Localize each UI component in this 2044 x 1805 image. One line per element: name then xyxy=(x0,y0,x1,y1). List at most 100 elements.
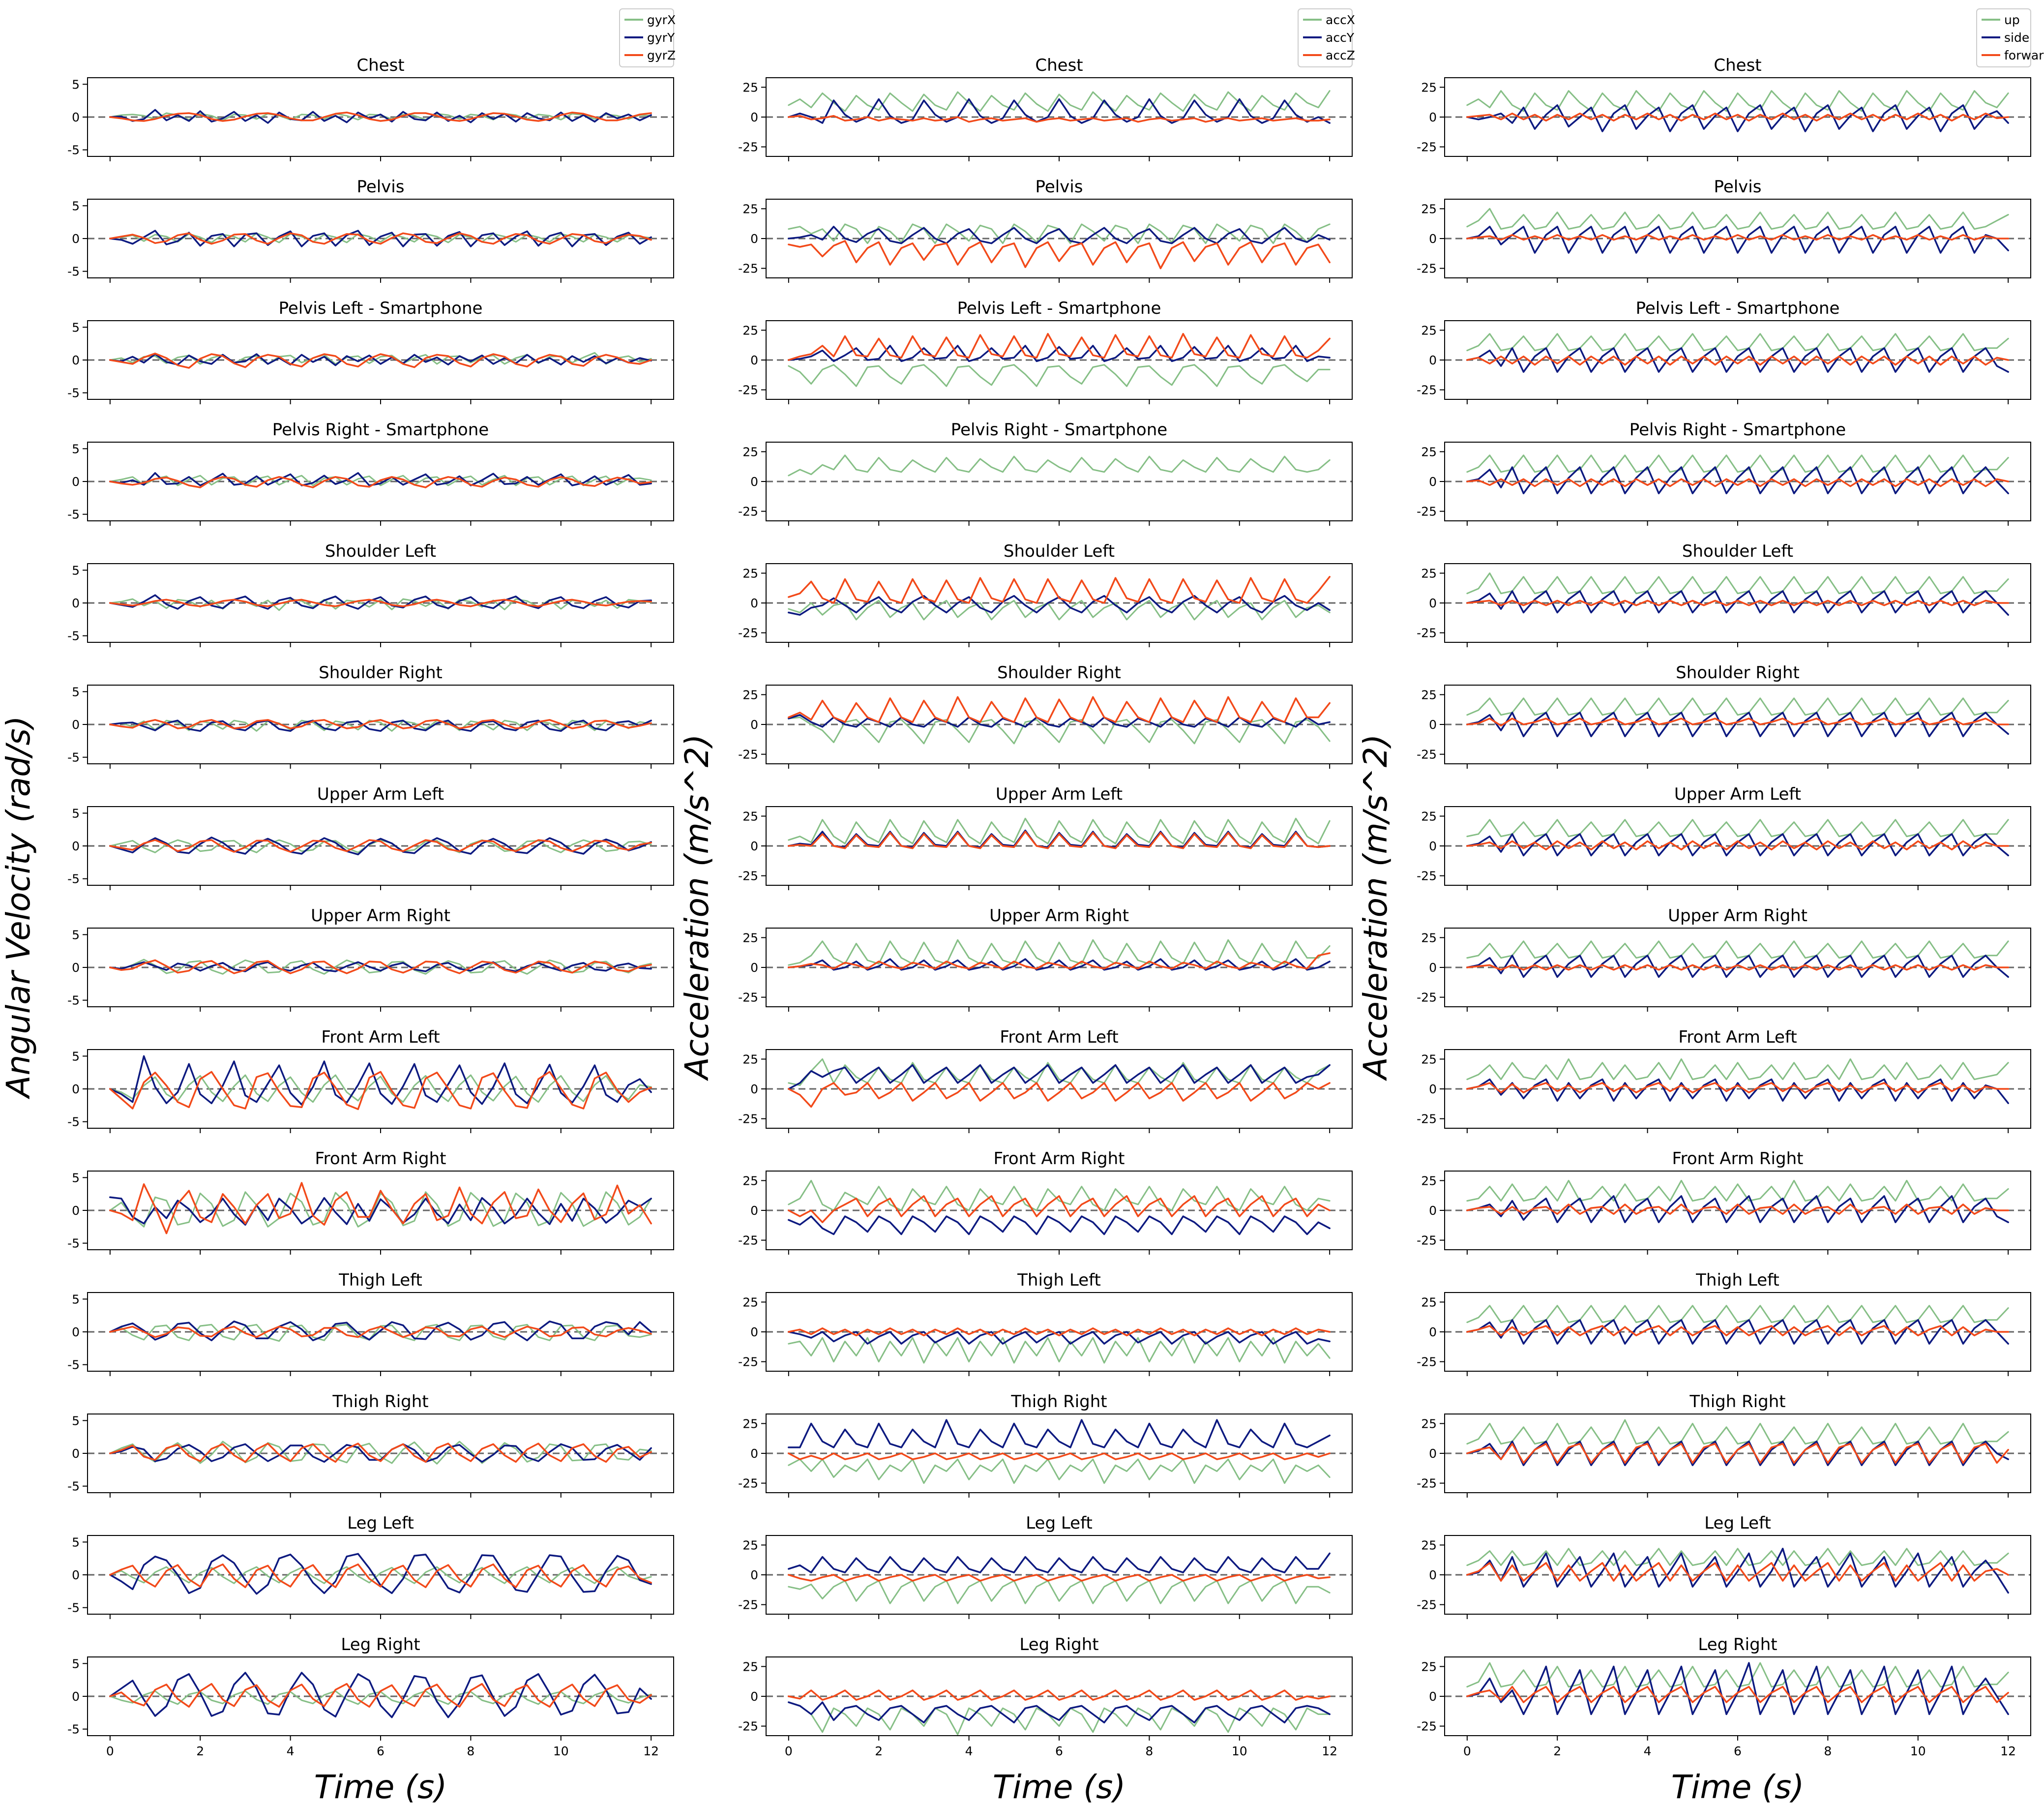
legend-label: up xyxy=(2004,13,2020,27)
y-tick-label: 25 xyxy=(1421,1538,1437,1552)
legend-label: forward xyxy=(2004,48,2044,62)
y-tick-label: -5 xyxy=(67,1601,80,1615)
x-tick-label: 4 xyxy=(287,1744,295,1758)
y-tick-label: -25 xyxy=(1417,1355,1437,1369)
legend: up side forward xyxy=(1976,8,2044,67)
series-line-accZ xyxy=(788,1574,1331,1582)
y-tick-label: 0 xyxy=(72,596,80,610)
series-line-forward xyxy=(1466,600,2009,606)
series-line-forward xyxy=(1466,112,2009,122)
y-tick-label: -5 xyxy=(67,143,80,157)
x-tick-label: 6 xyxy=(1055,1744,1063,1758)
y-tick-label: -5 xyxy=(67,1115,80,1129)
legend-label: side xyxy=(2004,30,2029,45)
panel: Chest -25 0 25 up side forward xyxy=(1417,8,2044,161)
y-tick-label: -25 xyxy=(1417,991,1437,1005)
series-line-gyrX xyxy=(109,1566,652,1584)
panel: Shoulder Right -25 0 25 xyxy=(738,663,1353,769)
y-tick-label: -25 xyxy=(1417,262,1437,276)
y-tick-label: -5 xyxy=(67,1236,80,1251)
series-line-forward xyxy=(1466,1203,2009,1215)
series-line-gyrY xyxy=(109,594,652,610)
y-tick-label: 25 xyxy=(742,1416,758,1431)
series-line-side xyxy=(1466,1078,2009,1104)
x-tick-label: 12 xyxy=(1322,1744,1337,1758)
panel-title: Upper Arm Right xyxy=(311,906,450,926)
y-tick-label: 25 xyxy=(1421,202,1437,216)
y-tick-label: -25 xyxy=(738,1598,758,1612)
x-tick-label: 10 xyxy=(553,1744,569,1758)
panel-title: Pelvis xyxy=(1036,177,1083,197)
legend-label: accY xyxy=(1326,30,1355,45)
column-2: Chest-25025accXaccYaccZPelvis-25025Pelvi… xyxy=(678,8,1355,1805)
y-tick-label: 0 xyxy=(1429,1689,1437,1704)
y-tick-label: 25 xyxy=(742,566,758,580)
y-tick-label: 0 xyxy=(72,353,80,367)
y-tick-label: -25 xyxy=(738,748,758,762)
panel: Pelvis Right - Smartphone -5 0 5 xyxy=(67,420,674,526)
panel: Shoulder Right -25 0 25 xyxy=(1417,663,2031,769)
series-line-side xyxy=(1466,833,2009,857)
panel: Front Arm Right -5 0 5 xyxy=(67,1149,674,1255)
y-tick-label: -5 xyxy=(67,1479,80,1494)
panel: Pelvis Left - Smartphone -25 0 25 xyxy=(1417,299,2031,404)
series-line-gyrY xyxy=(109,836,652,856)
series-line-gyrX xyxy=(109,1441,652,1465)
series-line-accX xyxy=(788,817,1331,844)
y-tick-label: 0 xyxy=(1429,353,1437,367)
x-tick-label: 4 xyxy=(1644,1744,1652,1758)
y-tick-label: -25 xyxy=(1417,1233,1437,1248)
series-line-forward xyxy=(1466,840,2009,851)
y-tick-label: 25 xyxy=(742,1052,758,1066)
panel-title: Leg Right xyxy=(1698,1635,1777,1655)
y-tick-label: -25 xyxy=(738,869,758,883)
y-tick-label: 5 xyxy=(72,320,80,334)
y-tick-label: -25 xyxy=(738,505,758,519)
y-tick-label: 0 xyxy=(750,1325,758,1339)
y-tick-label: -25 xyxy=(1417,140,1437,154)
y-tick-label: -5 xyxy=(67,508,80,522)
y-tick-label: 25 xyxy=(742,445,758,459)
series-line-gyrX xyxy=(109,1074,652,1103)
y-tick-label: 0 xyxy=(72,1082,80,1096)
y-tick-label: 0 xyxy=(1429,475,1437,489)
y-tick-label: 0 xyxy=(1429,1446,1437,1461)
y-tick-label: 25 xyxy=(742,80,758,94)
panel: Shoulder Right -5 0 5 xyxy=(67,663,674,769)
panel-title: Pelvis Right - Smartphone xyxy=(1629,420,1846,440)
y-tick-label: -5 xyxy=(67,265,80,279)
y-tick-label: -25 xyxy=(738,140,758,154)
panel: Thigh Left -25 0 25 xyxy=(738,1270,1353,1376)
y-tick-label: 25 xyxy=(1421,445,1437,459)
y-tick-label: 0 xyxy=(750,232,758,246)
series-line-forward xyxy=(1466,1325,2009,1337)
series-line-accY xyxy=(788,226,1331,244)
y-tick-label: 0 xyxy=(72,1689,80,1704)
y-tick-label: -25 xyxy=(1417,1476,1437,1491)
y-tick-label: -5 xyxy=(67,386,80,400)
panel-title: Pelvis Left - Smartphone xyxy=(957,299,1161,318)
panel-title: Front Arm Right xyxy=(315,1149,446,1169)
series-line-side xyxy=(1466,347,2009,373)
series-line-forward xyxy=(1466,1082,2009,1094)
y-tick-label: -25 xyxy=(738,1233,758,1248)
series-line-accX xyxy=(788,364,1331,387)
y-tick-label: -25 xyxy=(1417,1719,1437,1734)
series-line-accZ xyxy=(788,952,1331,970)
legend-box xyxy=(1298,8,1353,67)
y-tick-label: -5 xyxy=(67,1722,80,1737)
panel: Thigh Left -25 0 25 xyxy=(1417,1270,2031,1376)
y-tick-label: 25 xyxy=(1421,1659,1437,1674)
y-tick-label: 0 xyxy=(72,839,80,853)
x-tick-label: 12 xyxy=(2000,1744,2016,1758)
panel: Pelvis -5 0 5 xyxy=(67,177,674,283)
y-tick-label: -25 xyxy=(738,1476,758,1491)
series-line-accX xyxy=(788,1179,1331,1211)
legend-box xyxy=(1976,8,2031,67)
panel: Shoulder Left -5 0 5 xyxy=(67,542,674,647)
panel-title: Leg Left xyxy=(1704,1513,1771,1533)
y-tick-label: 25 xyxy=(742,809,758,823)
series-line-gyrX xyxy=(109,839,652,853)
series-line-accY xyxy=(788,1552,1331,1573)
y-tick-label: 0 xyxy=(1429,718,1437,732)
